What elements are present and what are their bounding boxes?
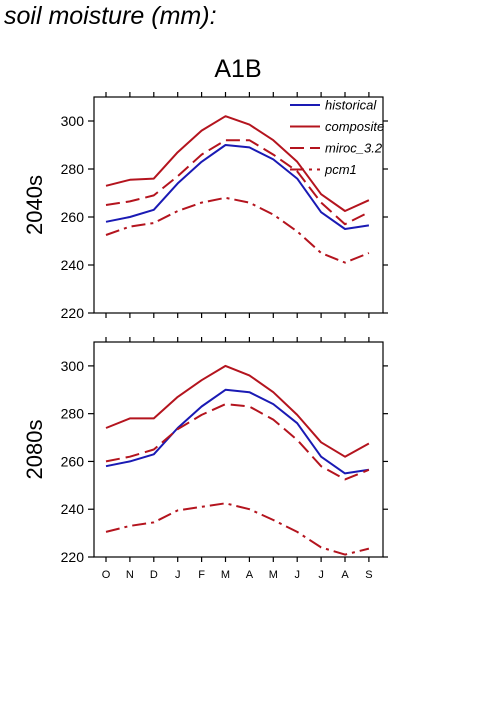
x-tick-label: J	[318, 569, 324, 581]
panel-2040s: 220 240 260 280 300 2040s historical composite m…	[22, 92, 388, 321]
panel-2080s: 220 240 260 280 300 O N D J F M A M J J A S 2080s	[22, 337, 388, 581]
x-tick-label: N	[126, 569, 134, 581]
y-tick-label: 300	[61, 113, 85, 129]
x-tick-label: O	[102, 569, 111, 581]
y-tick-label: 260	[61, 209, 85, 225]
series-line-pcm1	[105, 196, 370, 264]
y-tick-label: 280	[61, 406, 85, 422]
plot-frame	[93, 341, 384, 558]
y-tick-label: 240	[61, 257, 85, 273]
x-tick-label: F	[198, 569, 205, 581]
series-line-pcm1	[105, 502, 370, 556]
y-tick-label: 300	[61, 358, 85, 374]
panel-label: 2080s	[22, 420, 47, 480]
series-line-miroc-3-2	[105, 403, 370, 481]
series-line-historical	[105, 144, 370, 230]
x-tick-label: S	[365, 569, 372, 581]
x-tick-label: D	[150, 569, 158, 581]
x-tick-label: M	[221, 569, 230, 581]
y-tick-label: 260	[61, 453, 85, 469]
y-tick-label: 220	[61, 549, 85, 565]
legend-label: pcm1	[324, 162, 357, 177]
legend: historical composite miroc_3.2 pcm1	[290, 98, 384, 177]
panel-label: 2040s	[22, 175, 47, 235]
series-line-composite	[105, 364, 370, 458]
x-tick-label: M	[269, 569, 278, 581]
legend-label: miroc_3.2	[325, 141, 383, 156]
series-line-composite	[105, 115, 370, 212]
legend-label: composite	[325, 119, 384, 134]
y-tick-label: 240	[61, 501, 85, 517]
x-tick-label: A	[246, 569, 254, 581]
series-line-miroc-3-2	[105, 139, 370, 226]
x-tick-label: J	[294, 569, 300, 581]
x-tick-label: A	[341, 569, 349, 581]
plot-frame	[93, 96, 384, 314]
y-tick-label: 280	[61, 161, 85, 177]
y-tick-label: 220	[61, 305, 85, 321]
legend-label: historical	[325, 98, 377, 113]
x-tick-label: J	[175, 569, 181, 581]
page-title: soil moisture (mm):	[4, 2, 217, 30]
scenario-title: A1B	[214, 55, 262, 83]
series-line-historical	[105, 388, 370, 475]
